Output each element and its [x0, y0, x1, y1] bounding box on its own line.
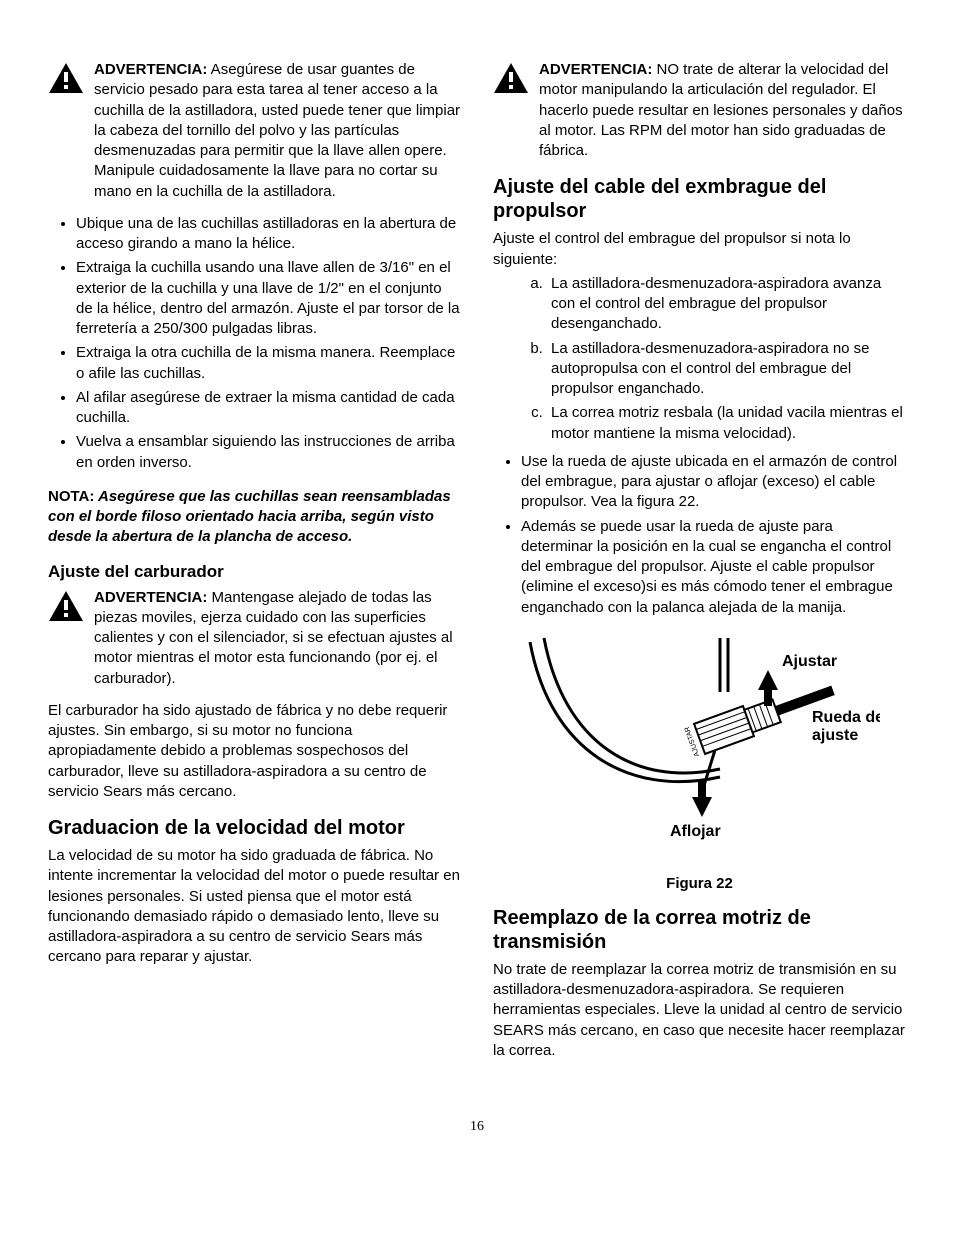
- warning-1: ADVERTENCIA: Asegúrese de usar guantes d…: [48, 60, 461, 202]
- list-item: La correa motriz resbala (la unidad vaci…: [547, 403, 906, 444]
- warning-triangle-icon: [48, 590, 84, 622]
- down-arrow-icon: [692, 781, 712, 817]
- list-item: Use la rueda de ajuste ubicada en el arm…: [521, 452, 906, 513]
- nota-text: Asegúrese que las cuchillas sean reensam…: [48, 488, 451, 546]
- list-item: Además se puede usar la rueda de ajuste …: [521, 517, 906, 618]
- speed-paragraph: La velocidad de su motor ha sido graduad…: [48, 846, 461, 968]
- page-content: ADVERTENCIA: Asegúrese de usar guantes d…: [48, 60, 906, 1071]
- belt-paragraph: No trate de reemplazar la correa motriz …: [493, 960, 906, 1061]
- list-item: Vuelva a ensamblar siguiendo las instruc…: [76, 432, 461, 473]
- carburetor-paragraph: El carburador ha sido ajustado de fábric…: [48, 701, 461, 802]
- warning-2: ADVERTENCIA: Mantengase alejado de todas…: [48, 588, 461, 689]
- warning-1-label: ADVERTENCIA:: [94, 61, 207, 78]
- list-item: Al afilar asegúrese de extraer la misma …: [76, 388, 461, 429]
- list-item: Ubique una de las cuchillas astilladoras…: [76, 214, 461, 255]
- figure-22-caption: Figura 22: [493, 875, 906, 892]
- warning-1-body: Asegúrese de usar guantes de servicio pe…: [94, 61, 460, 200]
- carburetor-heading: Ajuste del carburador: [48, 562, 461, 582]
- warning-1-text: ADVERTENCIA: Asegúrese de usar guantes d…: [94, 60, 461, 202]
- blade-bullets: Ubique una de las cuchillas astilladoras…: [48, 214, 461, 473]
- warning-triangle-icon: [493, 62, 529, 94]
- nota-label: NOTA:: [48, 488, 94, 505]
- warning-3: ADVERTENCIA: NO trate de alterar la velo…: [493, 60, 906, 161]
- list-item: Extraiga la cuchilla usando una llave al…: [76, 258, 461, 339]
- figure-22: AJUSTAR: [493, 632, 906, 867]
- clutch-intro: Ajuste el control del embrague del propu…: [493, 229, 906, 270]
- clutch-bullets: Use la rueda de ajuste ubicada en el arm…: [493, 452, 906, 618]
- clutch-alpha-list: La astilladora-desmenuzadora-aspiradora …: [493, 274, 906, 444]
- list-item: Extraiga la otra cuchilla de la misma ma…: [76, 343, 461, 384]
- warning-2-label: ADVERTENCIA:: [94, 589, 207, 606]
- page-number: 16: [48, 1119, 906, 1135]
- warning-2-text: ADVERTENCIA: Mantengase alejado de todas…: [94, 588, 461, 689]
- label-aflojar: Aflojar: [670, 823, 721, 840]
- list-item: La astilladora-desmenuzadora-aspiradora …: [547, 274, 906, 335]
- belt-heading: Reemplazo de la correa motriz de transmi…: [493, 906, 906, 954]
- clutch-heading: Ajuste del cable del exmbrague del propu…: [493, 175, 906, 223]
- warning-3-text: ADVERTENCIA: NO trate de alterar la velo…: [539, 60, 906, 161]
- right-column: ADVERTENCIA: NO trate de alterar la velo…: [493, 60, 906, 1071]
- label-rueda-2: ajuste: [812, 727, 858, 744]
- left-column: ADVERTENCIA: Asegúrese de usar guantes d…: [48, 60, 461, 1071]
- up-arrow-icon: [758, 670, 778, 706]
- label-ajustar: Ajustar: [782, 653, 837, 670]
- label-rueda-1: Rueda de: [812, 709, 880, 726]
- warning-3-label: ADVERTENCIA:: [539, 61, 652, 78]
- warning-triangle-icon: [48, 62, 84, 94]
- nota-block: NOTA: Asegúrese que las cuchillas sean r…: [48, 487, 461, 548]
- list-item: La astilladora-desmenuzadora-aspiradora …: [547, 339, 906, 400]
- speed-heading: Graduacion de la velocidad del motor: [48, 816, 461, 840]
